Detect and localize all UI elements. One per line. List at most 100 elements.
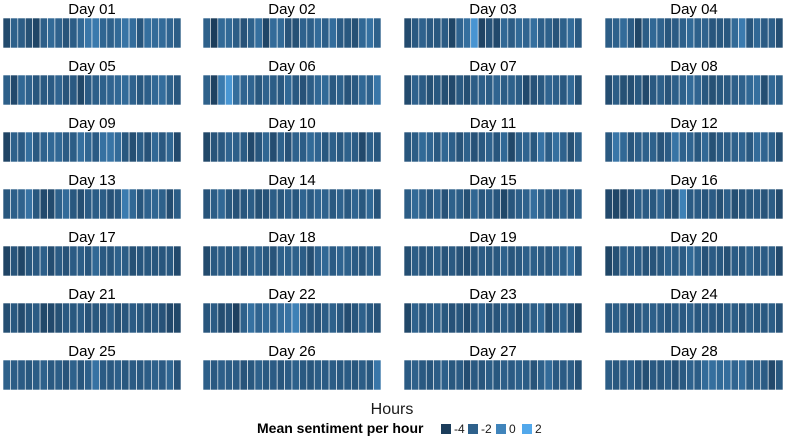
heatmap-cell — [477, 302, 486, 334]
heatmap-cell — [760, 302, 769, 334]
heatmap-cell — [649, 131, 658, 163]
heatmap-cell — [544, 359, 553, 391]
heatmap-cell — [463, 74, 472, 106]
heatmap-cell — [619, 131, 628, 163]
heatmap-cell — [760, 359, 769, 391]
heatmap-cell — [158, 302, 167, 334]
heatmap-cell — [151, 302, 160, 334]
heatmap-cell — [738, 245, 747, 277]
heatmap-cell — [455, 188, 464, 220]
heatmap-cell — [151, 188, 160, 220]
heatmap-cell — [552, 17, 561, 49]
heatmap-cell — [121, 302, 130, 334]
panel-title: Day 12 — [670, 115, 718, 132]
heatmap-cell — [239, 302, 248, 334]
heatmap-cell — [106, 131, 115, 163]
heatmap-cell — [656, 131, 665, 163]
heatmap-cell — [69, 131, 78, 163]
heatmap-cell — [448, 131, 457, 163]
heatmap-cell — [418, 302, 427, 334]
heatmap-cell — [463, 302, 472, 334]
heatmap-cell — [403, 131, 412, 163]
heatmap-cell — [745, 245, 754, 277]
heatmap-cell — [686, 188, 695, 220]
heatmap-panel: Day 19 — [403, 229, 583, 277]
heatmap-cell — [217, 17, 226, 49]
heatmap-cell — [24, 74, 33, 106]
heatmap-cell — [775, 245, 784, 277]
heatmap-cell — [448, 245, 457, 277]
heatmap-cell — [448, 74, 457, 106]
heatmap-cell — [328, 188, 337, 220]
heatmap-cell — [351, 131, 360, 163]
heatmap-cell — [24, 17, 33, 49]
heatmap-cell — [433, 17, 442, 49]
heatmap-cell — [143, 245, 152, 277]
heatmap-cell — [671, 302, 680, 334]
heatmap-cell — [425, 74, 434, 106]
heatmap-cell — [492, 17, 501, 49]
heatmap-panel: Day 15 — [403, 172, 583, 220]
heatmap-cell — [10, 245, 19, 277]
heatmap-cell — [619, 302, 628, 334]
heatmap-cell — [269, 131, 278, 163]
heatmap-cell — [552, 131, 561, 163]
heatmap-cell — [262, 17, 271, 49]
heatmap-cell — [448, 359, 457, 391]
heatmap-cell — [767, 302, 776, 334]
heatmap-cell — [470, 359, 479, 391]
heatmap-cell — [136, 359, 145, 391]
heatmap-cell — [612, 131, 621, 163]
heatmap-cell — [626, 131, 635, 163]
heatmap-cell — [507, 188, 516, 220]
heatmap-cell — [753, 245, 762, 277]
heatmap-cell — [678, 245, 687, 277]
heatmap-cell — [262, 131, 271, 163]
heatmap-panel: Day 10 — [202, 115, 382, 163]
heatmap-cell — [537, 188, 546, 220]
heatmap-cell — [753, 74, 762, 106]
panel-title: Day 22 — [268, 286, 316, 303]
heatmap-cell — [544, 188, 553, 220]
heatmap-cell — [566, 17, 575, 49]
heatmap-cell — [686, 74, 695, 106]
heatmap-cell — [47, 131, 56, 163]
heatmap-cell — [693, 17, 702, 49]
heatmap-cell — [173, 302, 182, 334]
heatmap-cell — [269, 245, 278, 277]
heatmap-cell — [708, 188, 717, 220]
heatmap-cell — [693, 245, 702, 277]
heatmap-cell — [224, 74, 233, 106]
heatmap-cell — [641, 74, 650, 106]
legend-label: -2 — [481, 422, 492, 436]
heatmap-cell — [217, 131, 226, 163]
heatmap-cell — [210, 74, 219, 106]
heatmap-cell — [730, 188, 739, 220]
heatmap-cell — [507, 17, 516, 49]
heatmap-cell — [500, 17, 509, 49]
heatmap-cell — [165, 188, 174, 220]
heatmap-cell — [99, 302, 108, 334]
heatmap-cell — [99, 188, 108, 220]
heatmap-cell — [574, 188, 583, 220]
heatmap-cell — [128, 74, 137, 106]
heatmap-cell — [10, 188, 19, 220]
heatmap-cell — [566, 245, 575, 277]
heatmap-cell — [313, 188, 322, 220]
heatmap-cell — [604, 245, 613, 277]
heatmap-panel: Day 11 — [403, 115, 583, 163]
heatmap-cell — [32, 188, 41, 220]
heatmap-cell — [745, 302, 754, 334]
heatmap-cell — [715, 17, 724, 49]
heatmap-cell — [775, 188, 784, 220]
heatmap-cell — [477, 17, 486, 49]
heatmap-cell — [343, 74, 352, 106]
heatmap-cell — [671, 17, 680, 49]
heatmap-cell — [121, 131, 130, 163]
heatmap-cell — [373, 302, 382, 334]
heatmap-cell — [365, 74, 374, 106]
heatmap-cell — [136, 131, 145, 163]
heatmap-cell — [671, 74, 680, 106]
heatmap-cell — [91, 131, 100, 163]
heatmap-cell — [358, 359, 367, 391]
